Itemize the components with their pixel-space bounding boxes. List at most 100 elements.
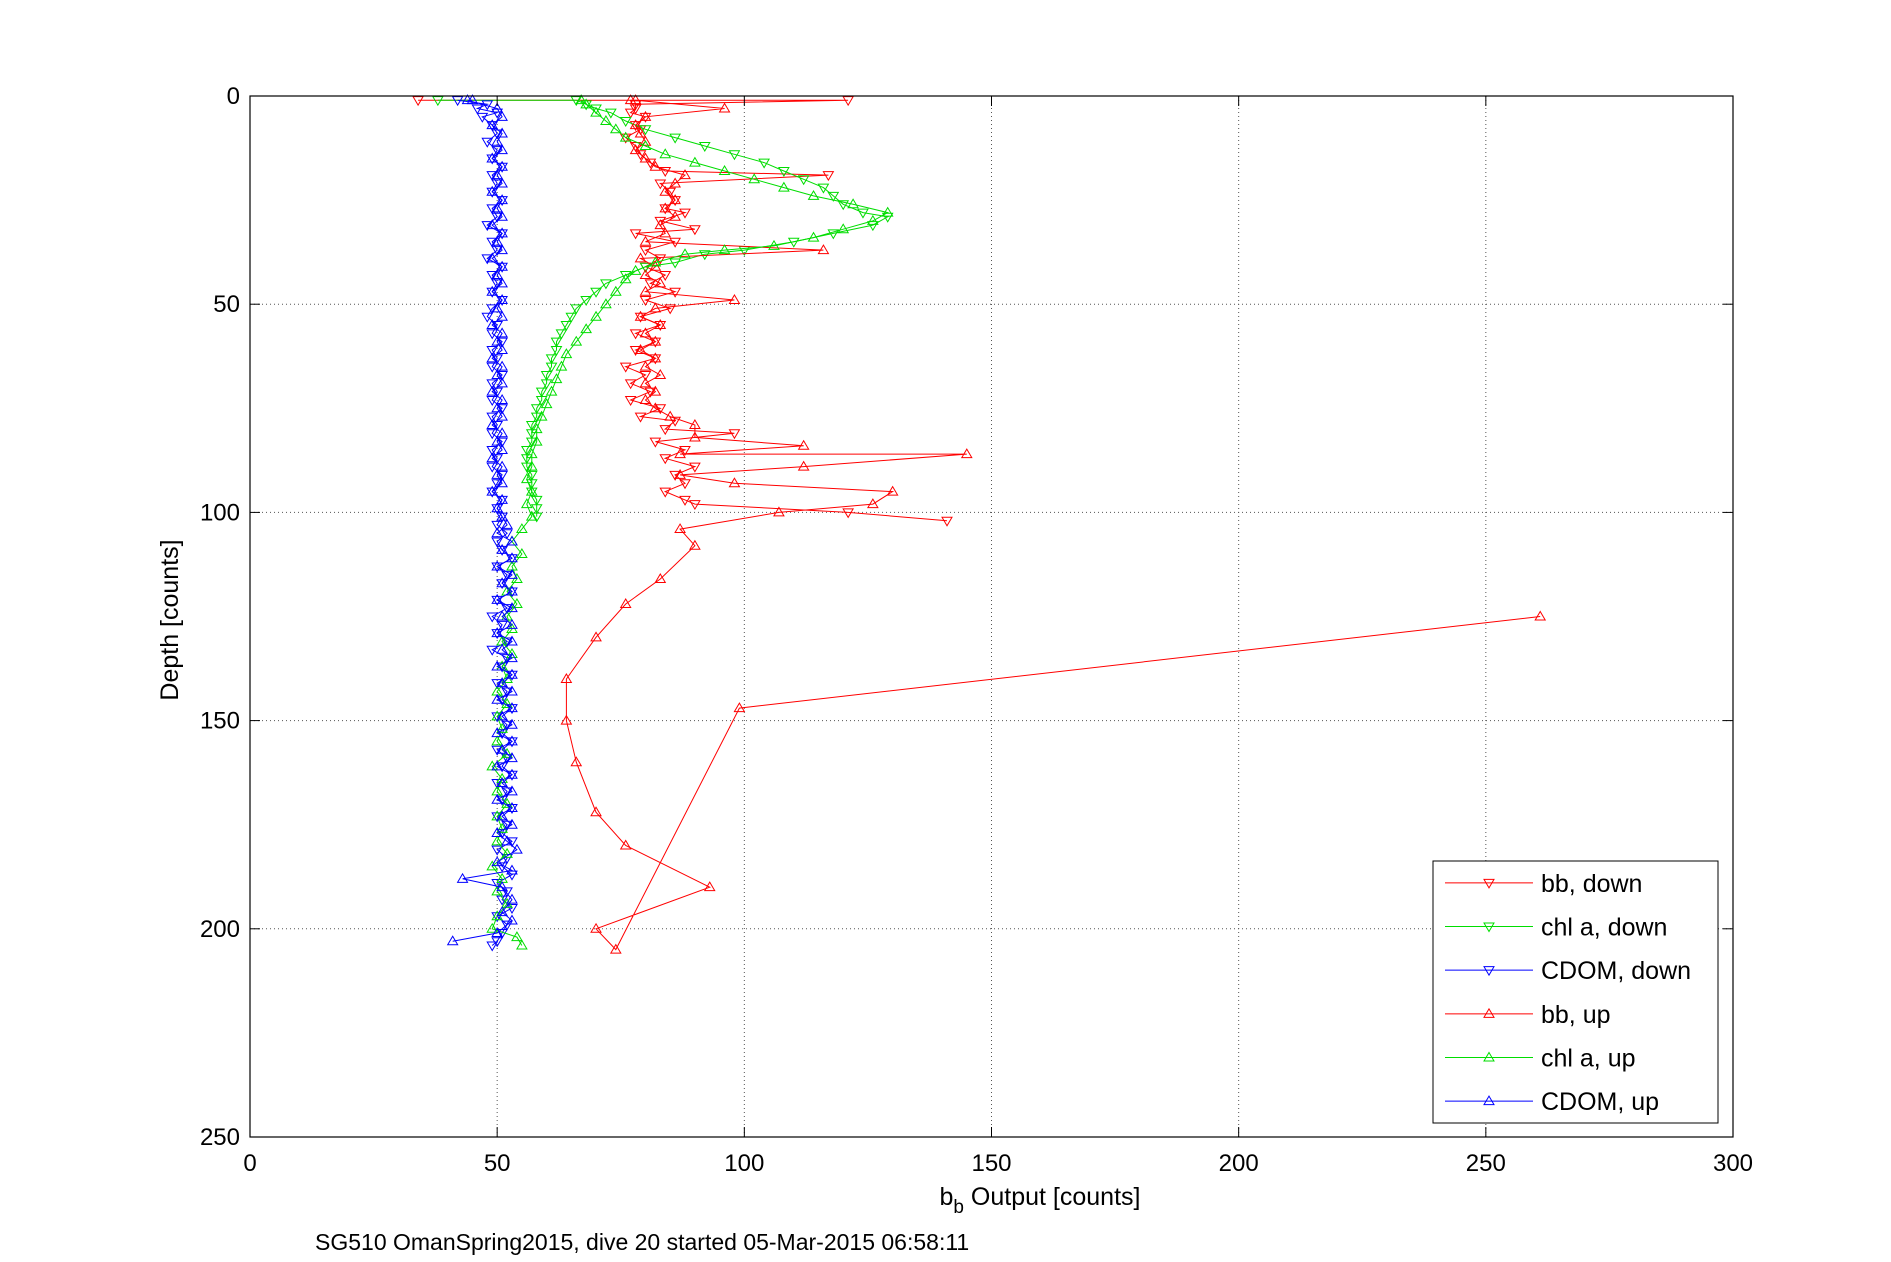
data-point <box>486 119 499 130</box>
data-point <box>619 273 632 284</box>
data-point <box>516 939 528 950</box>
data-point <box>496 643 508 654</box>
data-point <box>506 737 518 748</box>
data-point <box>501 887 513 898</box>
data-point <box>525 420 538 431</box>
data-point <box>639 285 652 296</box>
data-point <box>491 845 504 856</box>
data-point <box>486 152 499 163</box>
data-point <box>491 679 504 690</box>
data-point <box>619 116 632 127</box>
data-point <box>496 262 508 273</box>
data-point <box>486 304 499 315</box>
data-point <box>807 231 820 242</box>
data-point <box>486 452 499 463</box>
data-point <box>520 445 533 456</box>
y-tick-label: 0 <box>227 83 240 110</box>
data-point <box>506 802 518 813</box>
data-point <box>659 227 672 238</box>
data-point <box>674 448 686 459</box>
data-point <box>496 810 508 821</box>
data-point <box>540 379 553 390</box>
data-point <box>639 327 652 338</box>
series-4 <box>486 94 894 950</box>
data-point <box>639 125 652 136</box>
data-point <box>580 323 593 334</box>
data-point <box>456 872 469 883</box>
data-point <box>491 235 504 246</box>
data-point <box>837 200 850 211</box>
data-point <box>496 495 508 506</box>
data-point <box>501 835 513 846</box>
data-point <box>555 360 568 371</box>
data-point <box>590 106 602 117</box>
y-axis-label: Depth [counts] <box>156 539 184 700</box>
data-point <box>451 96 464 107</box>
data-point <box>669 133 682 144</box>
data-point <box>506 668 518 679</box>
data-point <box>654 404 667 415</box>
data-point <box>827 191 840 202</box>
data-point <box>506 618 518 629</box>
data-point <box>491 335 504 346</box>
data-point <box>491 627 504 638</box>
legend-entry: CDOM, down <box>1541 957 1691 985</box>
x-tick-label: 100 <box>724 1150 764 1177</box>
data-point <box>560 672 573 683</box>
data-point <box>491 735 504 746</box>
data-point <box>506 585 518 596</box>
data-point <box>506 670 518 681</box>
data-point <box>481 137 494 148</box>
data-point <box>644 279 657 290</box>
data-point <box>674 523 686 534</box>
data-point <box>629 119 642 130</box>
data-point <box>728 429 741 440</box>
data-point <box>659 487 672 498</box>
data-point <box>491 595 504 606</box>
data-point <box>496 277 508 288</box>
data-point <box>560 714 573 725</box>
data-point <box>659 202 672 213</box>
data-point <box>506 893 518 904</box>
data-point <box>496 337 508 348</box>
data-point <box>486 462 499 473</box>
data-point <box>634 310 647 321</box>
data-point <box>496 410 508 421</box>
data-point <box>619 598 632 609</box>
data-point <box>496 762 508 773</box>
data-point <box>654 319 667 330</box>
legend-entry: bb, up <box>1541 1001 1611 1029</box>
data-point <box>689 500 701 511</box>
x-tick-label: 150 <box>971 1150 1011 1177</box>
data-point <box>496 545 508 556</box>
data-point <box>496 662 508 673</box>
legend-entry: chl a, down <box>1541 914 1667 942</box>
data-point <box>669 258 682 269</box>
y-tick-label: 250 <box>200 1124 240 1151</box>
data-point <box>639 370 652 381</box>
data-point <box>639 246 652 257</box>
data-point <box>496 470 508 481</box>
data-point <box>486 252 499 263</box>
data-point <box>486 645 499 656</box>
data-point <box>511 931 523 942</box>
data-point <box>506 735 518 746</box>
data-point <box>486 287 499 298</box>
data-point <box>629 229 642 240</box>
data-point <box>506 685 518 696</box>
data-point <box>580 100 593 111</box>
data-point <box>486 385 499 396</box>
data-point <box>491 760 504 771</box>
data-point <box>609 123 622 134</box>
data-point <box>506 554 518 565</box>
data-point <box>649 335 662 346</box>
x-axis-label-rest: Output [counts] <box>964 1183 1141 1211</box>
data-point <box>634 412 647 423</box>
data-point <box>496 677 508 688</box>
data-point <box>545 385 558 396</box>
data-point <box>506 903 518 914</box>
data-point <box>491 827 504 838</box>
data-point <box>446 935 459 946</box>
data-point <box>550 346 563 356</box>
y-tick-label: 100 <box>200 499 240 526</box>
